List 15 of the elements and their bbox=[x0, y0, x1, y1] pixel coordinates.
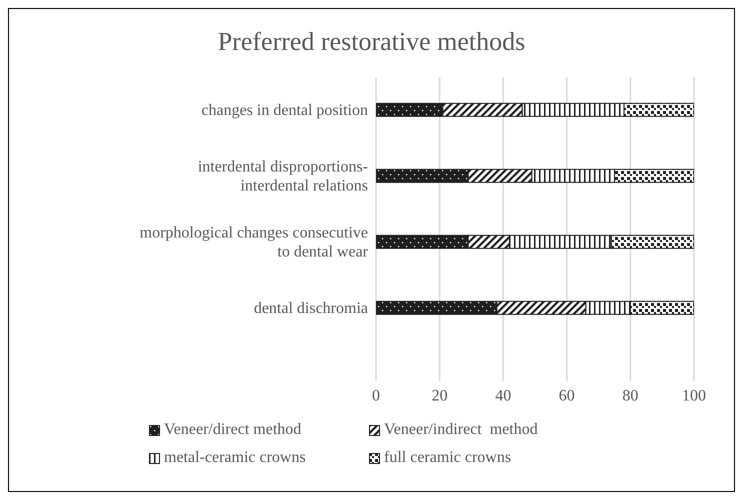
y-tick-label: changes in dental position bbox=[201, 102, 368, 118]
x-tick-label: 20 bbox=[432, 387, 448, 404]
x-tick-label: 0 bbox=[372, 387, 380, 404]
x-tick-label: 60 bbox=[558, 387, 575, 404]
chart-title: Preferred restorative methods bbox=[216, 27, 526, 57]
legend-label: metal-ceramic crowns bbox=[164, 449, 306, 467]
x-tick-label: 40 bbox=[495, 387, 512, 404]
y-tick-label: morphological changes consecutive to dental wear bbox=[140, 224, 369, 260]
y-tick-label: interdental disproportions-interdental relations bbox=[198, 158, 368, 194]
legend-label: Veneer/direct method bbox=[164, 421, 302, 439]
legend-label: full ceramic crowns bbox=[384, 449, 512, 467]
x-tick-label: 80 bbox=[622, 387, 638, 404]
legend-label: Veneer/indirect method bbox=[384, 421, 538, 439]
x-tick-label: 100 bbox=[682, 387, 706, 404]
y-tick-label: dental dischromia bbox=[254, 300, 368, 316]
